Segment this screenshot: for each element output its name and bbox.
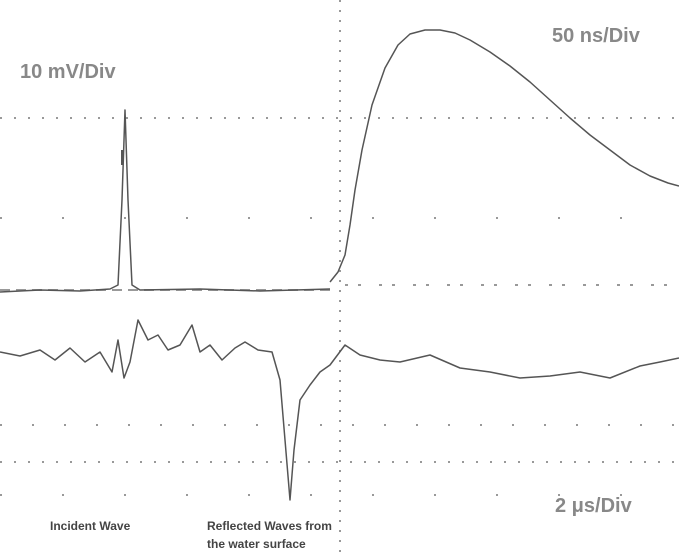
fast-time-scale-label: 50 ns/Div — [552, 25, 641, 47]
oscilloscope-screen: 10 mV/Div 50 ns/Div 2 μs/Div Incident Wa… — [0, 0, 679, 560]
vertical-scale-label: 10 mV/Div — [20, 61, 116, 83]
incident-wave-label: Incident Wave — [50, 519, 131, 533]
slow-time-scale-label: 2 μs/Div — [555, 495, 633, 517]
reflected-wave-label: the water surface — [207, 537, 306, 551]
reflected-wave-label: Reflected Waves from — [207, 519, 332, 533]
